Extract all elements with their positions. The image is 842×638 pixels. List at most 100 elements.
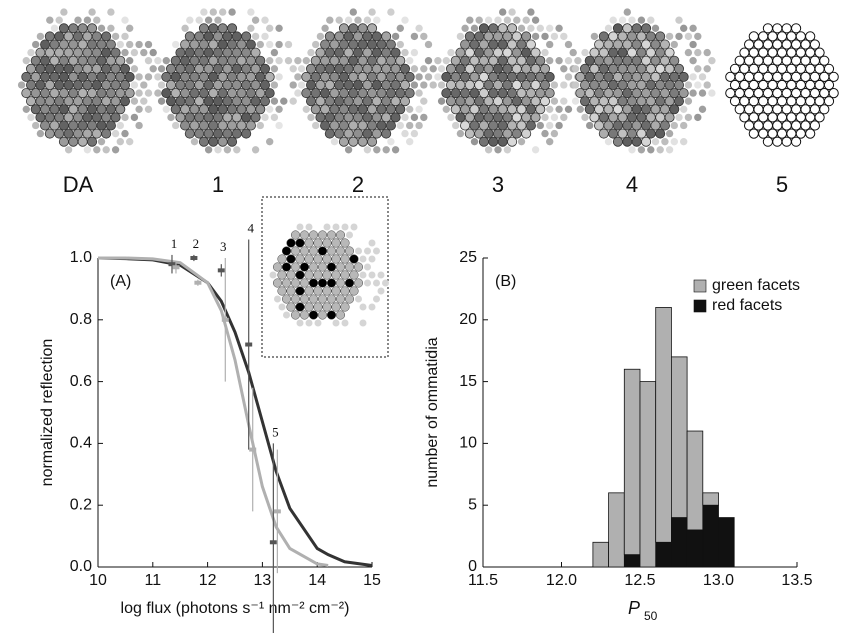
facet (541, 32, 549, 41)
facet (305, 96, 316, 107)
facet (281, 262, 292, 272)
facet (289, 81, 297, 89)
facet (464, 31, 475, 42)
facet (460, 88, 471, 99)
data-point (194, 280, 202, 285)
facet (111, 32, 120, 41)
facet (58, 88, 69, 99)
facet (340, 302, 350, 312)
facet (77, 136, 88, 147)
facet (313, 254, 323, 264)
facet (126, 57, 134, 65)
facet (135, 89, 143, 97)
facet (390, 80, 401, 91)
facet (627, 47, 638, 58)
facet (530, 96, 541, 107)
facet (694, 113, 702, 122)
facet (540, 96, 551, 107)
facet (241, 47, 252, 58)
facet (420, 113, 428, 122)
facet (121, 113, 129, 122)
facet (87, 104, 98, 115)
facet (334, 31, 345, 42)
facet (594, 104, 605, 115)
facet (511, 128, 522, 139)
facet (130, 113, 139, 122)
facet (222, 96, 233, 107)
facet (329, 88, 340, 99)
point-label: 1 (171, 236, 178, 251)
facet (170, 55, 181, 66)
facet (447, 113, 455, 122)
facet (362, 80, 373, 91)
facet (184, 112, 195, 123)
facet (406, 121, 414, 130)
facet (274, 295, 281, 303)
facet (617, 80, 628, 91)
facet (320, 39, 331, 50)
facet (272, 278, 283, 288)
facet (30, 71, 41, 82)
facet (299, 278, 310, 288)
facet (655, 96, 666, 107)
facet (87, 55, 98, 66)
facet (503, 16, 512, 24)
panel-label: DA (63, 172, 94, 197)
facet (107, 8, 115, 16)
facet (617, 31, 628, 42)
facet (502, 31, 513, 42)
facet (165, 80, 176, 91)
facet (530, 47, 541, 58)
facet (424, 57, 433, 65)
facet (631, 71, 642, 82)
facet (488, 71, 499, 82)
facet (478, 55, 489, 66)
facet (96, 120, 107, 131)
facet (641, 55, 652, 66)
facet (478, 120, 489, 131)
bar (718, 517, 735, 568)
facet (317, 310, 328, 320)
facet (628, 146, 636, 154)
facet (410, 32, 419, 41)
facet (546, 121, 554, 130)
facet (492, 112, 503, 123)
facet (441, 88, 452, 99)
point-label: 2 (193, 236, 200, 251)
facet (40, 120, 51, 131)
facet (530, 80, 541, 91)
facet (410, 129, 419, 138)
facet (362, 112, 373, 123)
point-label: 5 (272, 424, 279, 439)
facet (272, 262, 283, 272)
x-tick-label: 11.5 (468, 572, 498, 589)
facet (483, 112, 494, 123)
facet (332, 223, 340, 231)
facet (656, 146, 664, 154)
facet (49, 55, 60, 66)
facet (474, 47, 485, 58)
facet (270, 65, 279, 73)
facet (36, 129, 45, 138)
facet (608, 80, 619, 91)
facet (555, 105, 563, 113)
facet (584, 104, 595, 115)
facet (107, 24, 115, 32)
facet (381, 80, 392, 91)
facet (612, 23, 623, 34)
facet (255, 104, 266, 115)
facet (289, 65, 297, 73)
facet (281, 294, 292, 304)
facet (622, 23, 633, 34)
facet (819, 55, 830, 66)
facet (575, 88, 586, 99)
facet (348, 136, 359, 147)
facet (674, 80, 685, 91)
facet (296, 319, 304, 327)
facet (214, 16, 222, 24)
facet (527, 24, 535, 32)
facet (497, 88, 508, 99)
facet (464, 63, 475, 74)
facet (305, 63, 316, 74)
